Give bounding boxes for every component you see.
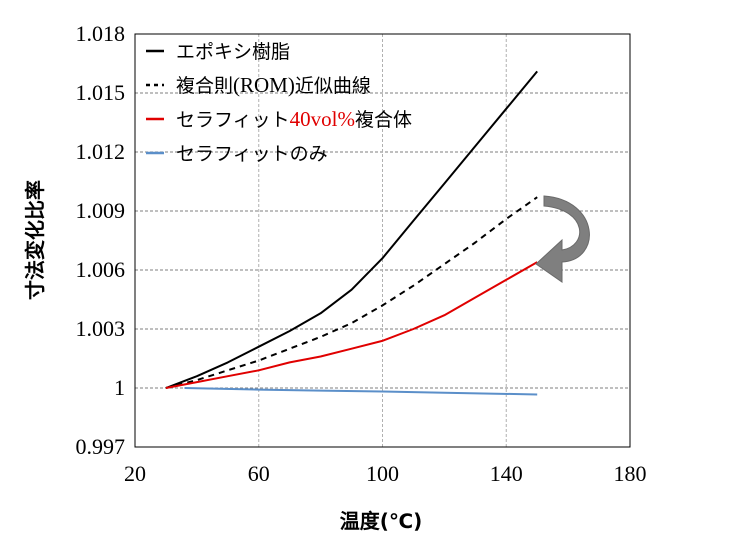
y-tick-label: 1.009	[76, 198, 126, 223]
legend-label-composite: セラフィット40vol%複合体	[176, 107, 412, 131]
curved-arrow-icon	[535, 195, 590, 283]
series-composite	[165, 261, 538, 389]
y-tick-labels: 0.997 1 1.003 1.006 1.009 1.012 1.015 1.018	[76, 21, 126, 459]
series-lines	[165, 70, 538, 396]
y-tick-label: 1.006	[76, 257, 126, 282]
series-rom	[165, 196, 538, 389]
x-tick-labels: 20 60 100 140 180	[124, 461, 647, 486]
x-tick-label: 20	[124, 461, 146, 486]
legend-label-cerafit: セラフィットのみ	[176, 143, 328, 165]
series-cerafit	[184, 387, 538, 396]
plot-area	[134, 33, 631, 448]
y-tick-label: 1.003	[76, 316, 126, 341]
series-epoxy	[165, 70, 538, 389]
y-tick-label: 1	[114, 375, 125, 400]
x-tick-label: 140	[490, 461, 523, 486]
y-tick-label: 1.015	[76, 80, 126, 105]
y-tick-label: 1.018	[76, 21, 126, 46]
legend: エポキシ樹脂 複合則(ROM)近似曲線 セラフィット40vol%複合体 セラフィ…	[146, 41, 412, 165]
y-tick-label: 0.997	[76, 434, 126, 459]
legend-label-rom: 複合則(ROM)近似曲線	[176, 73, 371, 97]
y-axis-title: 寸法変化比率	[23, 180, 47, 300]
legend-label-epoxy: エポキシ樹脂	[176, 41, 290, 63]
x-tick-label: 100	[366, 461, 399, 486]
x-tick-label: 60	[248, 461, 270, 486]
x-tick-label: 180	[614, 461, 647, 486]
y-tick-label: 1.012	[76, 139, 126, 164]
grid-lines	[135, 34, 630, 447]
x-axis-title: 温度(℃)	[340, 509, 423, 533]
